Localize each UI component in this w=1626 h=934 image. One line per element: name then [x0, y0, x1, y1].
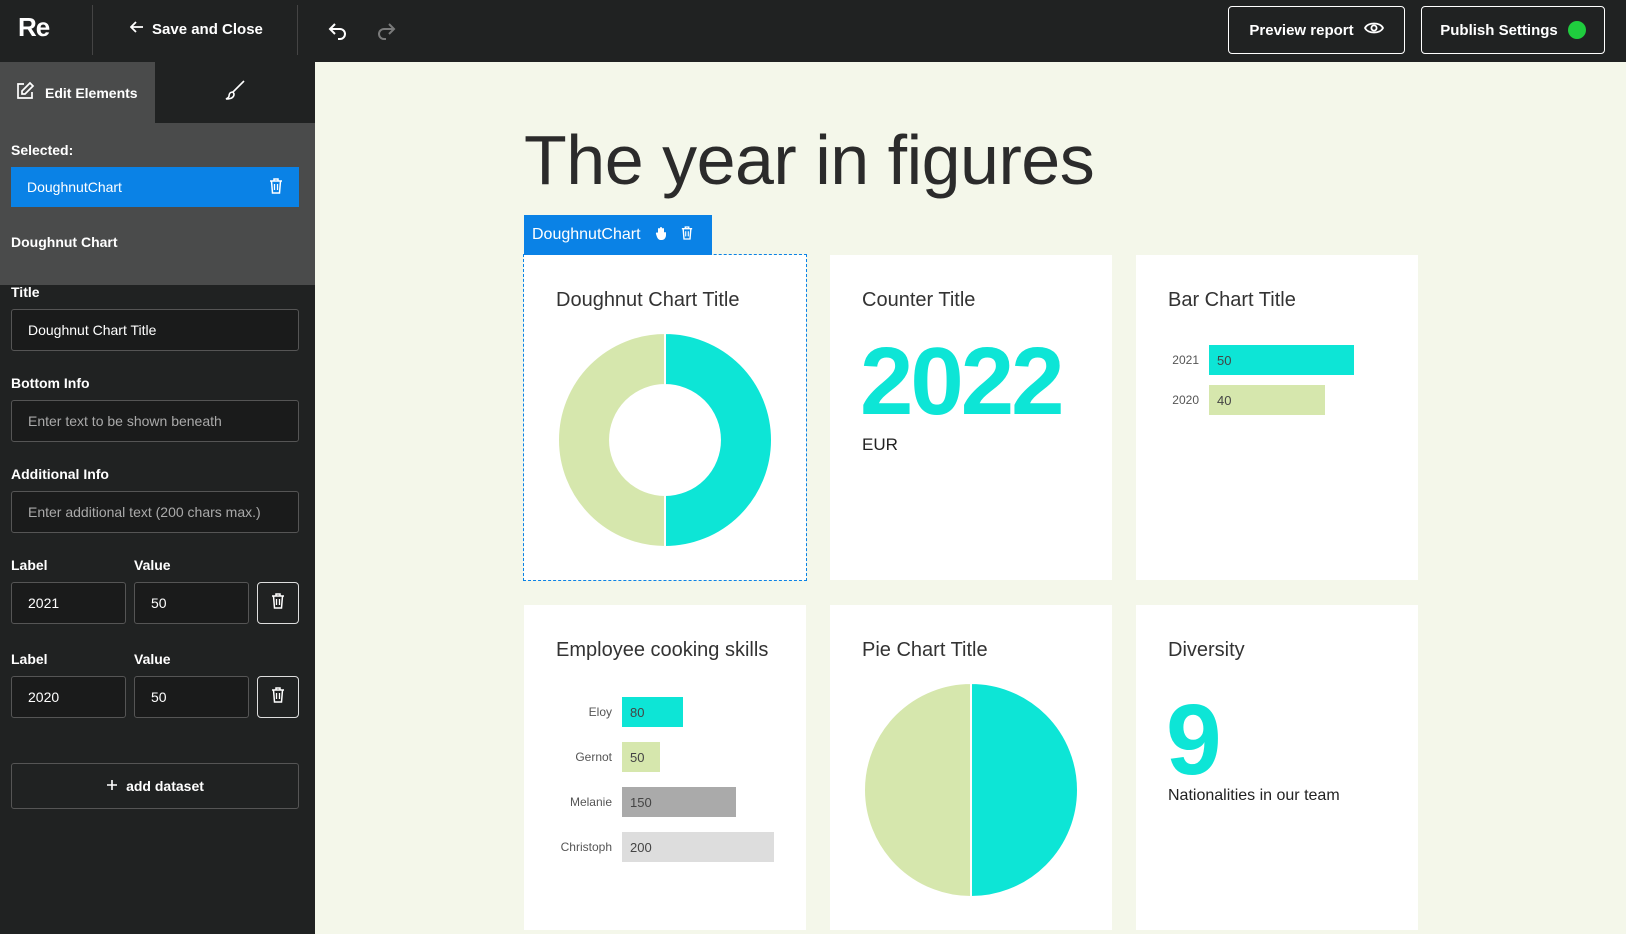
save-and-close-button[interactable]: Save and Close: [129, 20, 263, 38]
arrow-left-icon: [129, 20, 144, 38]
app-logo: Re: [18, 12, 50, 42]
bar-label: Eloy: [588, 705, 612, 719]
page-title[interactable]: The year in figures: [524, 121, 1095, 199]
delete-dataset-button[interactable]: [257, 582, 299, 624]
dataset-value-caption: Value: [134, 651, 171, 667]
counter-value: 2022: [860, 328, 1065, 435]
trash-icon: [271, 686, 285, 708]
divider: [297, 5, 298, 55]
additional-info-label: Additional Info: [11, 466, 109, 482]
slice-2020: [557, 332, 666, 548]
dataset-label-caption: Label: [11, 651, 48, 667]
drag-hand-icon[interactable]: [655, 226, 667, 245]
bar: 80: [622, 697, 683, 727]
preview-label: Preview report: [1249, 21, 1354, 39]
top-bar: Re Save and Close Preview report Publish…: [0, 0, 1626, 62]
bar: 50: [622, 742, 660, 772]
bar-label: 2020: [1172, 393, 1199, 407]
tab-edit-label: Edit Elements: [45, 84, 138, 101]
cooking-skills-card[interactable]: Employee cooking skills Eloy 80 Gernot 50 Me…: [524, 605, 806, 930]
diversity-value: 9: [1166, 684, 1222, 796]
add-dataset-label: add dataset: [126, 778, 204, 794]
bar-chart: Eloy 80 Gernot 50 Melanie 150 Christoph 200: [524, 605, 806, 930]
diversity-description: Nationalities in our team: [1168, 787, 1340, 804]
tab-style[interactable]: [155, 62, 315, 123]
dataset-value-caption: Value: [134, 557, 171, 573]
delete-dataset-button[interactable]: [257, 676, 299, 718]
counter-unit: EUR: [862, 435, 898, 454]
trash-icon: [271, 592, 285, 614]
selected-element-name: DoughnutChart: [27, 179, 122, 195]
bottom-info-label: Bottom Info: [11, 375, 90, 391]
tab-edit-elements[interactable]: Edit Elements: [0, 62, 155, 123]
bar-chart-card[interactable]: Bar Chart Title 2021 50 2020 40: [1136, 255, 1418, 580]
doughnut-chart-card[interactable]: Doughnut Chart Title: [523, 254, 807, 581]
bar-label: Gernot: [575, 750, 612, 764]
dataset-label-field[interactable]: 2021: [11, 582, 126, 624]
status-dot: [1567, 21, 1586, 39]
bar-label: Melanie: [569, 795, 612, 809]
card-title: Pie Chart Title: [862, 639, 988, 661]
preview-report-button[interactable]: Preview report: [1228, 6, 1405, 54]
card-title: Employee cooking skills: [556, 639, 769, 661]
selection-tag-label: DoughnutChart: [532, 226, 641, 243]
slice-A: [970, 682, 1079, 898]
title-field[interactable]: Doughnut Chart Title: [11, 309, 299, 351]
sidebar-tabs: Edit Elements: [0, 62, 315, 123]
dataset-value-field[interactable]: 50: [134, 582, 249, 624]
bar-label: 2021: [1172, 353, 1199, 367]
trash-icon[interactable]: [681, 225, 693, 245]
section-title: Doughnut Chart: [11, 234, 118, 250]
publish-settings-button[interactable]: Publish Settings: [1421, 6, 1605, 54]
trash-icon[interactable]: [269, 177, 283, 197]
bar: 50: [1209, 345, 1354, 375]
dataset-label-caption: Label: [11, 557, 48, 573]
bar: 150: [622, 787, 736, 817]
bottom-info-field[interactable]: Enter text to be shown beneath: [11, 400, 299, 442]
slice-B: [863, 682, 972, 898]
brush-icon: [224, 79, 246, 106]
card-title: Diversity: [1168, 639, 1245, 661]
pie-chart-card[interactable]: Pie Chart Title: [830, 605, 1112, 930]
dataset-label-field[interactable]: 2020: [11, 676, 126, 718]
pie-chart: [863, 682, 1079, 898]
bar-chart: 2021 50 2020 40: [1136, 255, 1418, 580]
card-title: Doughnut Chart Title: [556, 289, 740, 311]
eye-icon: [1363, 21, 1384, 39]
bar: 40: [1209, 385, 1325, 415]
additional-info-field[interactable]: Enter additional text (200 chars max.): [11, 491, 299, 533]
sidebar: Edit Elements Selected: DoughnutChart Do…: [0, 62, 315, 934]
selected-label: Selected:: [11, 142, 74, 158]
save-and-close-label: Save and Close: [152, 20, 263, 38]
selection-tag[interactable]: DoughnutChart: [524, 215, 712, 255]
bar: 200: [622, 832, 774, 862]
selected-element-item[interactable]: DoughnutChart: [11, 167, 299, 207]
doughnut-chart: [557, 332, 773, 548]
publish-label: Publish Settings: [1440, 21, 1558, 39]
counter-card[interactable]: Counter Title 2022 EUR: [830, 255, 1112, 580]
title-field-label: Title: [11, 284, 40, 300]
add-dataset-button[interactable]: add dataset: [11, 763, 299, 809]
bar-label: Christoph: [560, 840, 612, 854]
slice-2021: [664, 332, 773, 548]
undo-icon[interactable]: [326, 18, 350, 42]
card-title: Bar Chart Title: [1168, 289, 1296, 311]
redo-icon[interactable]: [374, 18, 398, 42]
plus-icon: [106, 778, 118, 794]
dataset-value-field[interactable]: 50: [134, 676, 249, 718]
diversity-card[interactable]: Diversity 9 Nationalities in our team: [1136, 605, 1418, 930]
card-title: Counter Title: [862, 289, 976, 311]
divider: [92, 5, 93, 55]
edit-icon: [15, 81, 35, 104]
